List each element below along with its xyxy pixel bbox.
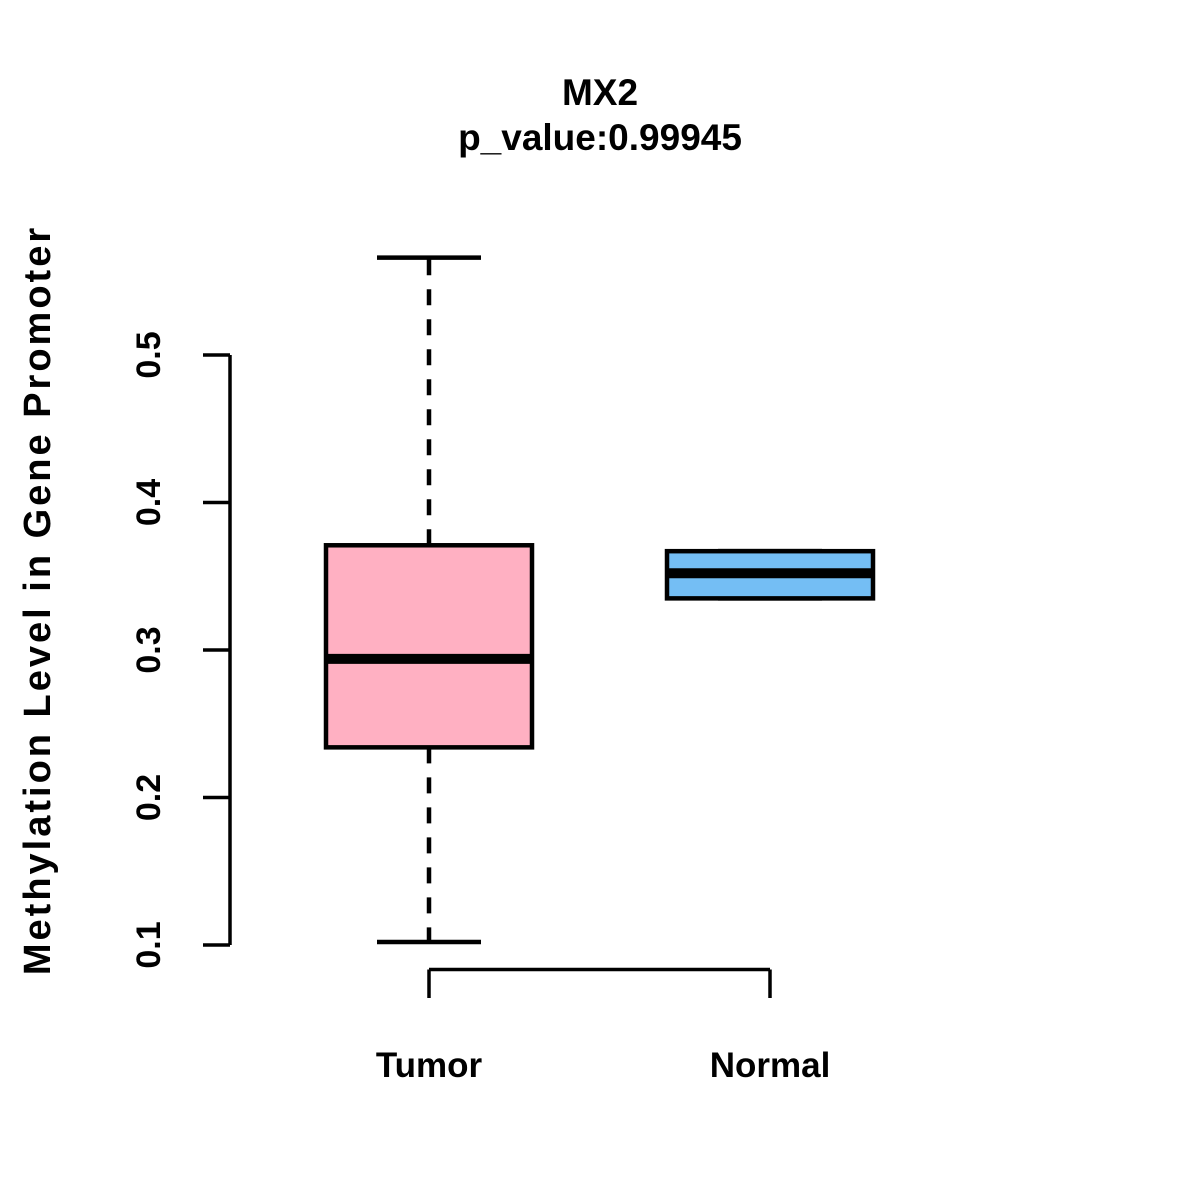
y-axis-label: Methylation Level in Gene Promoter [17,225,59,975]
x-label-normal: Normal [710,1046,831,1085]
y-axis-tick-label: 0.2 [130,774,168,821]
plot-area: 0.1 0.2 0.3 0.4 0.5 Tumor Normal [130,255,876,1085]
y-axis-tick-label: 0.1 [130,921,168,968]
tumor-box [323,543,535,750]
x-label-tumor: Tumor [376,1046,483,1085]
chart-subtitle: p_value:0.99945 [458,117,742,158]
y-axis-tick-label: 0.3 [130,626,168,673]
y-axis-tick-label: 0.4 [130,479,168,526]
chart-title: MX2 [562,72,638,113]
y-axis-tick-label: 0.5 [130,331,168,378]
